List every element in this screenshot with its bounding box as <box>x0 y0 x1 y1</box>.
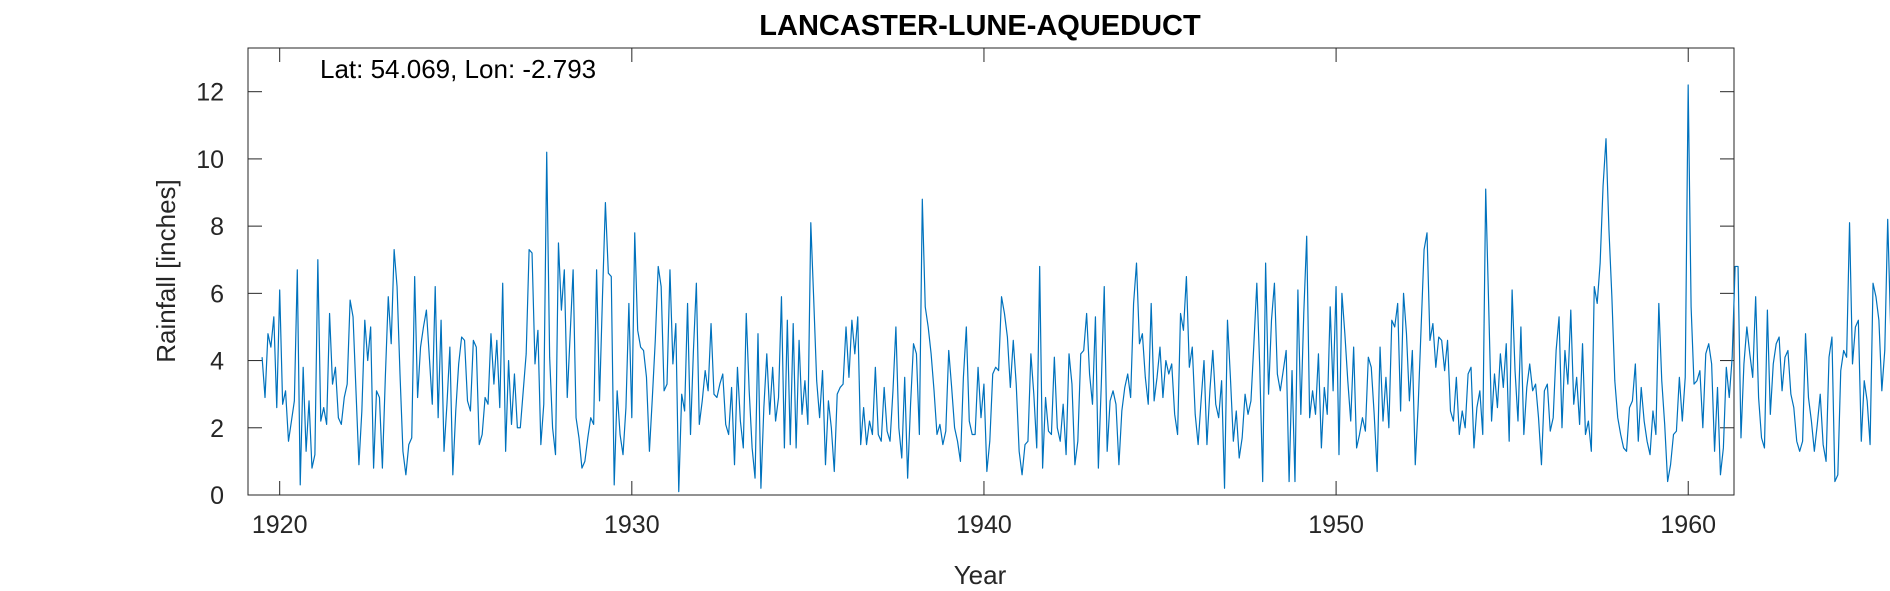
y-tick-label: 12 <box>196 79 224 107</box>
location-annotation: Lat: 54.069, Lon: -2.793 <box>320 54 596 84</box>
y-tick-label: 2 <box>210 415 224 443</box>
y-axis-label: Rainfall [inches] <box>151 179 181 363</box>
plot-area <box>247 47 1735 496</box>
y-tick-label: 0 <box>210 482 224 510</box>
x-tick-labels: 1920 1930 1940 1950 1960 <box>252 511 1716 539</box>
axis-ticks <box>248 48 1734 496</box>
x-tick-label: 1930 <box>604 511 660 539</box>
y-tick-labels: 0 2 4 6 8 10 12 <box>196 79 224 510</box>
y-tick-label: 10 <box>196 146 224 174</box>
x-axis-label: Year <box>954 560 1007 590</box>
x-tick-label: 1940 <box>956 511 1012 539</box>
rainfall-series-line <box>261 84 1890 493</box>
y-tick-label: 6 <box>210 280 224 308</box>
y-tick-label: 4 <box>210 348 224 376</box>
chart-title: LANCASTER-LUNE-AQUEDUCT <box>759 10 1201 42</box>
y-tick-label: 8 <box>210 213 224 241</box>
x-tick-label: 1950 <box>1308 511 1364 539</box>
x-tick-label: 1960 <box>1660 511 1716 539</box>
x-tick-label: 1920 <box>252 511 308 539</box>
